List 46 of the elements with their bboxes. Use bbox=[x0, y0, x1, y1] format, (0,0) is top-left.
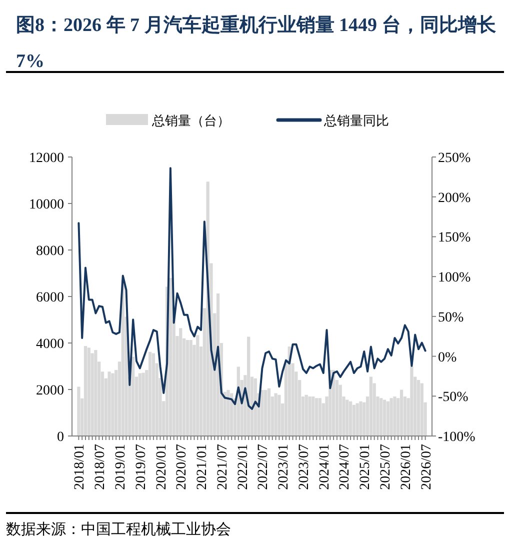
y-tick-label: 2000 bbox=[36, 384, 64, 398]
y2-tick-label: 50% bbox=[438, 310, 464, 326]
x-tick-label: 2019/01 bbox=[113, 444, 128, 490]
x-tick-label: 2018/01 bbox=[72, 444, 88, 490]
x-tick-label: 2022/07 bbox=[256, 444, 272, 490]
y2-tick-label: -100% bbox=[438, 430, 476, 445]
y-tick-label: 6000 bbox=[36, 290, 64, 306]
bar bbox=[369, 376, 372, 436]
bar bbox=[278, 394, 281, 436]
x-tick-label: 2021/01 bbox=[195, 444, 210, 490]
bar bbox=[420, 383, 424, 436]
x-tick-label: 2024/07 bbox=[338, 444, 353, 490]
x-tick-label: 2025/07 bbox=[378, 444, 394, 490]
bar bbox=[77, 386, 80, 436]
x-tick-label: 2024/01 bbox=[317, 444, 332, 490]
x-tick-label: 2019/07 bbox=[134, 444, 149, 490]
y2-tick-label: -50% bbox=[438, 390, 469, 406]
chart-title: 图8：2026 年 7 月汽车起重机行业销量 1449 台，同比增长 7% bbox=[16, 14, 496, 74]
x-tick-label: 2023/07 bbox=[296, 444, 312, 490]
y-tick-label: 4000 bbox=[36, 337, 64, 352]
bar bbox=[132, 356, 135, 436]
bar bbox=[84, 346, 88, 436]
x-tick-label: 2020/07 bbox=[174, 444, 190, 490]
bar bbox=[410, 366, 414, 436]
y2-tick-label: 200% bbox=[438, 190, 471, 206]
x-tick-label: 2026/07 bbox=[419, 444, 434, 490]
x-tick-label: 2021/07 bbox=[215, 444, 230, 490]
y-tick-label: 12000 bbox=[29, 151, 64, 166]
bar bbox=[168, 278, 172, 436]
y-tick-label: 0 bbox=[57, 430, 64, 445]
y2-tick-label: 150% bbox=[438, 230, 471, 246]
y2-tick-label: 100% bbox=[438, 270, 471, 286]
x-tick-label: 2022/01 bbox=[236, 444, 251, 490]
y2-tick-label: 0% bbox=[438, 350, 457, 366]
x-tick-label: 2025/01 bbox=[358, 444, 374, 490]
x-tick-label: 2020/01 bbox=[154, 444, 170, 490]
y2-tick-label: 250% bbox=[438, 151, 471, 166]
y-tick-label: 8000 bbox=[36, 244, 64, 259]
legend-label: 总销量同比 bbox=[323, 113, 389, 128]
bar bbox=[260, 390, 264, 436]
x-tick-label: 2026/01 bbox=[398, 444, 414, 490]
legend-label: 总销量（台） bbox=[151, 113, 230, 128]
source-note: 数据来源：中国工程机械工业协会 bbox=[6, 520, 232, 539]
x-tick-label: 2018/07 bbox=[93, 444, 108, 490]
y-tick-label: 10000 bbox=[29, 198, 64, 212]
x-tick-label: 2023/01 bbox=[276, 444, 292, 490]
